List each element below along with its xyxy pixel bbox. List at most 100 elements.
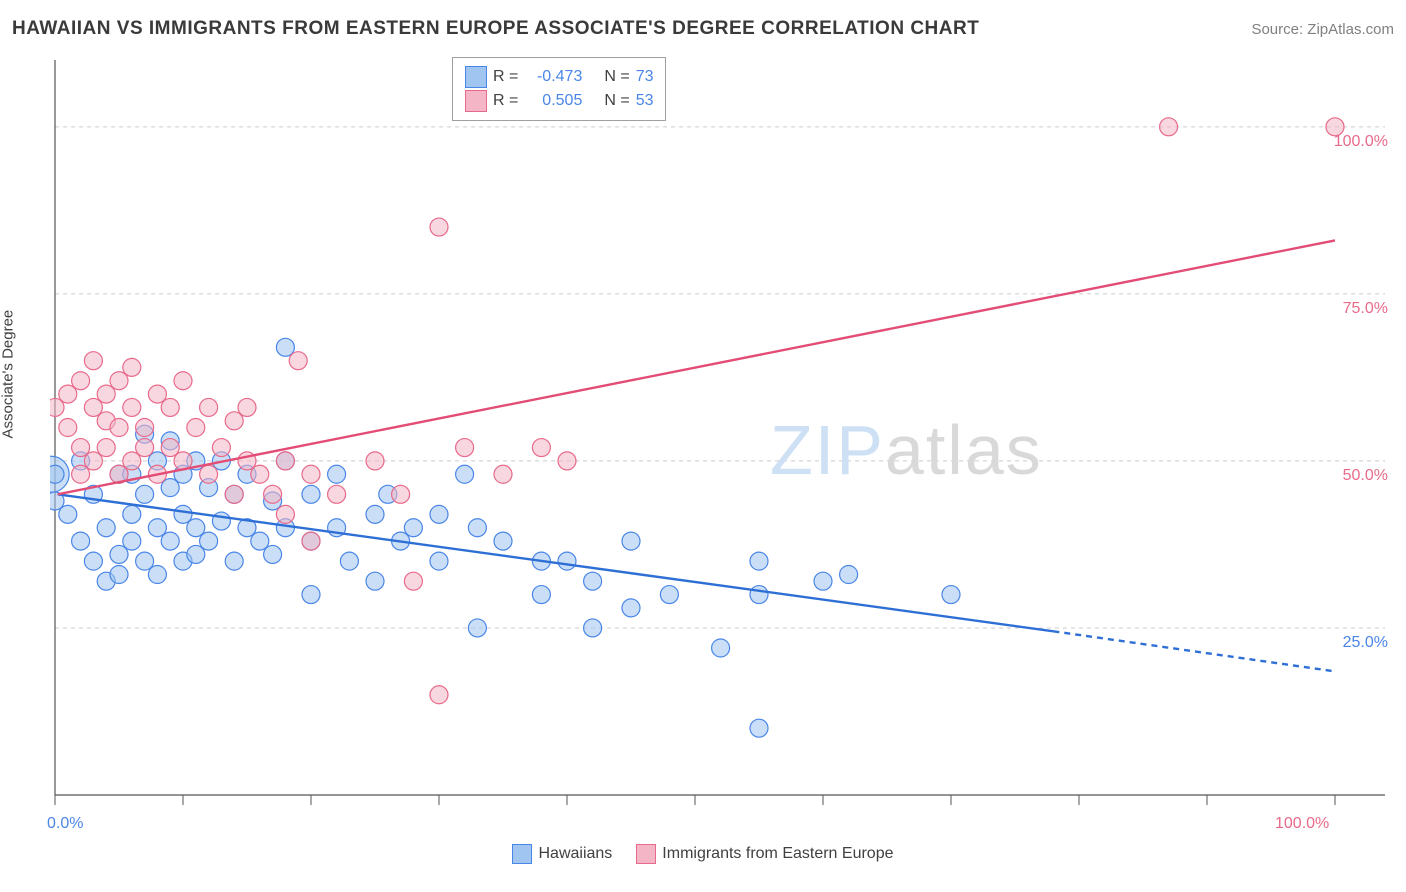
scatter-point xyxy=(97,439,115,457)
scatter-point xyxy=(161,532,179,550)
scatter-point xyxy=(123,398,141,416)
scatter-point xyxy=(72,372,90,390)
scatter-point xyxy=(340,552,358,570)
scatter-point xyxy=(110,566,128,584)
scatter-point xyxy=(430,218,448,236)
scatter-point xyxy=(532,586,550,604)
scatter-point xyxy=(276,452,294,470)
scatter-point xyxy=(712,639,730,657)
stats-n-label: N = xyxy=(604,92,629,110)
scatter-point xyxy=(840,566,858,584)
scatter-point xyxy=(532,439,550,457)
scatter-point xyxy=(302,532,320,550)
correlation-stats-box: R = -0.473 N = 73 R = 0.505 N = 53 xyxy=(452,57,666,121)
chart-area xyxy=(50,55,1385,810)
scatter-point xyxy=(59,419,77,437)
scatter-point xyxy=(123,505,141,523)
scatter-point xyxy=(558,452,576,470)
scatter-point xyxy=(123,358,141,376)
scatter-point xyxy=(660,586,678,604)
scatter-point xyxy=(84,552,102,570)
scatter-point xyxy=(225,485,243,503)
scatter-point xyxy=(276,505,294,523)
scatter-point xyxy=(584,619,602,637)
scatter-point xyxy=(328,465,346,483)
scatter-point xyxy=(366,505,384,523)
scatter-point xyxy=(200,465,218,483)
scatter-point xyxy=(404,572,422,590)
legend-swatch xyxy=(512,844,532,864)
scatter-point xyxy=(392,485,410,503)
scatter-point xyxy=(187,419,205,437)
scatter-point xyxy=(750,586,768,604)
chart-source: Source: ZipAtlas.com xyxy=(1251,21,1394,38)
scatter-point xyxy=(110,419,128,437)
scatter-point xyxy=(174,372,192,390)
scatter-point xyxy=(302,485,320,503)
scatter-chart-svg xyxy=(50,55,1385,810)
stats-swatch xyxy=(465,90,487,112)
scatter-point xyxy=(136,439,154,457)
scatter-point xyxy=(136,419,154,437)
scatter-point xyxy=(468,619,486,637)
scatter-point xyxy=(289,352,307,370)
scatter-point xyxy=(212,439,230,457)
scatter-point xyxy=(558,552,576,570)
scatter-point xyxy=(942,586,960,604)
scatter-point xyxy=(494,532,512,550)
scatter-point xyxy=(814,572,832,590)
scatter-point xyxy=(750,552,768,570)
scatter-point xyxy=(366,452,384,470)
stats-n-value: 53 xyxy=(636,92,654,110)
scatter-point xyxy=(200,532,218,550)
scatter-point xyxy=(328,485,346,503)
scatter-point xyxy=(264,545,282,563)
hawaiians-trend xyxy=(1053,631,1335,671)
legend-item: Hawaiians xyxy=(512,844,612,864)
chart-header: HAWAIIAN VS IMMIGRANTS FROM EASTERN EURO… xyxy=(12,18,1394,40)
hawaiians-trend xyxy=(58,494,1054,631)
scatter-point xyxy=(212,512,230,530)
scatter-point xyxy=(72,532,90,550)
scatter-point xyxy=(430,552,448,570)
scatter-point xyxy=(430,505,448,523)
chart-title: HAWAIIAN VS IMMIGRANTS FROM EASTERN EURO… xyxy=(12,18,979,40)
scatter-point xyxy=(456,465,474,483)
x-tick-label: 0.0% xyxy=(47,815,83,833)
stats-n-label: N = xyxy=(604,68,629,86)
legend-label: Hawaiians xyxy=(538,845,612,863)
scatter-point xyxy=(622,532,640,550)
scatter-point xyxy=(97,519,115,537)
scatter-point xyxy=(750,719,768,737)
stats-swatch xyxy=(465,66,487,88)
y-tick-label: 100.0% xyxy=(1334,133,1388,151)
scatter-point xyxy=(302,465,320,483)
scatter-point xyxy=(59,505,77,523)
stats-r-value: -0.473 xyxy=(524,68,582,86)
stats-r-label: R = xyxy=(493,68,518,86)
y-axis-label: Associate's Degree xyxy=(0,310,17,439)
stats-r-value: 0.505 xyxy=(524,92,582,110)
stats-row: R = -0.473 N = 73 xyxy=(465,66,653,88)
legend-item: Immigrants from Eastern Europe xyxy=(636,844,893,864)
x-tick-label: 100.0% xyxy=(1275,815,1329,833)
scatter-point xyxy=(50,465,64,483)
scatter-point xyxy=(584,572,602,590)
scatter-point xyxy=(494,465,512,483)
scatter-point xyxy=(238,398,256,416)
scatter-point xyxy=(468,519,486,537)
scatter-point xyxy=(251,465,269,483)
stats-r-label: R = xyxy=(493,92,518,110)
scatter-point xyxy=(84,352,102,370)
stats-n-value: 73 xyxy=(636,68,654,86)
scatter-point xyxy=(136,485,154,503)
scatter-point xyxy=(366,572,384,590)
legend-swatch xyxy=(636,844,656,864)
legend-label: Immigrants from Eastern Europe xyxy=(662,845,893,863)
scatter-point xyxy=(430,686,448,704)
scatter-point xyxy=(161,398,179,416)
y-tick-label: 50.0% xyxy=(1343,467,1388,485)
y-tick-label: 25.0% xyxy=(1343,634,1388,652)
scatter-point xyxy=(200,398,218,416)
scatter-point xyxy=(123,532,141,550)
